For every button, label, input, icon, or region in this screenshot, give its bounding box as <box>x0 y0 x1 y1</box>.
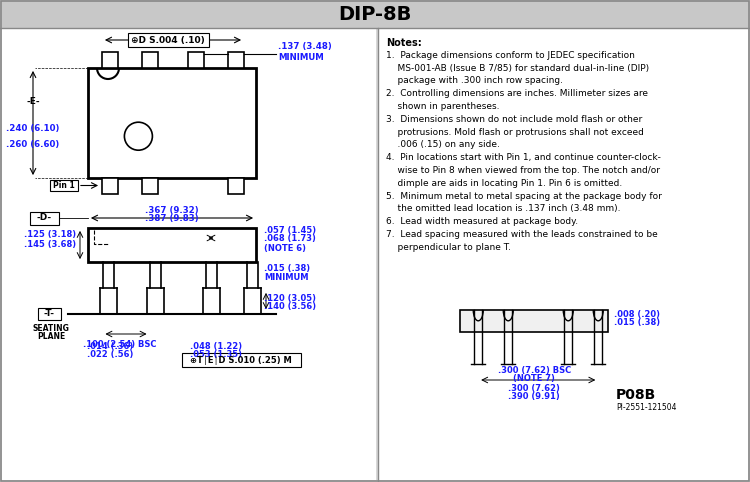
Text: PLANE: PLANE <box>37 332 65 341</box>
FancyBboxPatch shape <box>182 353 301 367</box>
Text: .387 (9.83): .387 (9.83) <box>146 214 199 224</box>
Bar <box>228 52 244 68</box>
Text: .260 (6.60): .260 (6.60) <box>6 140 60 149</box>
Text: .240 (6.10): .240 (6.10) <box>6 124 60 133</box>
Text: .390 (9.91): .390 (9.91) <box>509 392 560 402</box>
Text: .140 (3.56): .140 (3.56) <box>264 303 316 311</box>
Bar <box>188 52 204 68</box>
Text: -D-: -D- <box>37 214 52 223</box>
Text: .120 (3.05): .120 (3.05) <box>264 294 316 303</box>
FancyBboxPatch shape <box>29 212 58 225</box>
Text: protrusions. Mold flash or protrusions shall not exceed: protrusions. Mold flash or protrusions s… <box>386 128 644 136</box>
Text: SEATING: SEATING <box>32 324 70 333</box>
Text: perpendicular to plane T.: perpendicular to plane T. <box>386 243 511 252</box>
Text: .068 (1.73): .068 (1.73) <box>264 235 316 243</box>
Text: -E-: -E- <box>26 96 40 106</box>
Text: .125 (3.18): .125 (3.18) <box>24 229 76 239</box>
Text: -T-: -T- <box>44 309 55 319</box>
Bar <box>102 178 118 194</box>
Text: MINIMUM: MINIMUM <box>264 272 308 281</box>
Text: Notes:: Notes: <box>386 38 422 48</box>
Text: the omitted lead location is .137 inch (3.48 mm).: the omitted lead location is .137 inch (… <box>386 204 620 214</box>
Text: .006 (.15) on any side.: .006 (.15) on any side. <box>386 140 500 149</box>
Bar <box>379 29 748 480</box>
Text: (NOTE 7): (NOTE 7) <box>513 375 555 384</box>
Bar <box>88 68 256 178</box>
Text: dimple are aids in locating Pin 1. Pin 6 is omitted.: dimple are aids in locating Pin 1. Pin 6… <box>386 179 622 188</box>
Text: 7.  Lead spacing measured with the leads constrained to be: 7. Lead spacing measured with the leads … <box>386 230 658 239</box>
Bar <box>50 180 78 191</box>
Text: MS-001-AB (Issue B 7/85) for standard dual-in-line (DIP): MS-001-AB (Issue B 7/85) for standard du… <box>386 64 649 73</box>
Text: .022 (.56): .022 (.56) <box>87 350 134 360</box>
Bar <box>228 178 244 194</box>
FancyBboxPatch shape <box>38 308 61 320</box>
Text: P08B: P08B <box>616 388 656 402</box>
Text: 2.  Controlling dimensions are inches. Millimeter sizes are: 2. Controlling dimensions are inches. Mi… <box>386 89 648 98</box>
Text: .300 (7.62): .300 (7.62) <box>509 385 560 393</box>
Text: .053 (1.35): .053 (1.35) <box>190 350 242 360</box>
Bar <box>102 52 118 68</box>
FancyBboxPatch shape <box>128 33 209 47</box>
Text: 5.  Minimum metal to metal spacing at the package body for: 5. Minimum metal to metal spacing at the… <box>386 192 662 201</box>
Bar <box>142 178 158 194</box>
Bar <box>2 29 376 480</box>
Text: wise to Pin 8 when viewed from the top. The notch and/or: wise to Pin 8 when viewed from the top. … <box>386 166 660 175</box>
Text: .048 (1.22): .048 (1.22) <box>190 342 242 350</box>
Text: shown in parentheses.: shown in parentheses. <box>386 102 500 111</box>
Text: 1.  Package dimensions conform to JEDEC specification: 1. Package dimensions conform to JEDEC s… <box>386 51 634 60</box>
Text: .300 (7.62) BSC: .300 (7.62) BSC <box>497 366 571 375</box>
Text: 3.  Dimensions shown do not include mold flash or other: 3. Dimensions shown do not include mold … <box>386 115 642 124</box>
Text: .057 (1.45): .057 (1.45) <box>264 226 316 235</box>
Text: ⊕D S.004 (.10): ⊕D S.004 (.10) <box>131 36 205 44</box>
Text: 4.  Pin locations start with Pin 1, and continue counter-clock-: 4. Pin locations start with Pin 1, and c… <box>386 153 661 162</box>
Text: DIP-8B: DIP-8B <box>338 4 412 24</box>
Bar <box>142 52 158 68</box>
Text: .100 (2.54) BSC: .100 (2.54) BSC <box>83 339 157 348</box>
Text: .015 (.38): .015 (.38) <box>264 264 310 272</box>
Text: package with .300 inch row spacing.: package with .300 inch row spacing. <box>386 77 563 85</box>
Text: PI-2551-121504: PI-2551-121504 <box>616 403 676 413</box>
Text: .008 (.20): .008 (.20) <box>614 309 660 319</box>
Text: .137 (3.48): .137 (3.48) <box>278 42 332 52</box>
Bar <box>0 0 750 28</box>
Text: .014 (.36): .014 (.36) <box>87 342 134 350</box>
Text: .145 (3.68): .145 (3.68) <box>24 240 76 249</box>
Text: .015 (.38): .015 (.38) <box>614 319 660 327</box>
Text: (NOTE 6): (NOTE 6) <box>264 243 306 253</box>
Text: 6.  Lead width measured at package body.: 6. Lead width measured at package body. <box>386 217 578 226</box>
Bar <box>460 310 608 332</box>
Text: .367 (9.32): .367 (9.32) <box>146 205 199 214</box>
Text: MINIMUM: MINIMUM <box>278 53 324 62</box>
Bar <box>88 228 256 262</box>
Text: ⊕T│E│D S.010 (.25) M: ⊕T│E│D S.010 (.25) M <box>190 355 292 365</box>
Text: Pin 1: Pin 1 <box>53 181 75 190</box>
